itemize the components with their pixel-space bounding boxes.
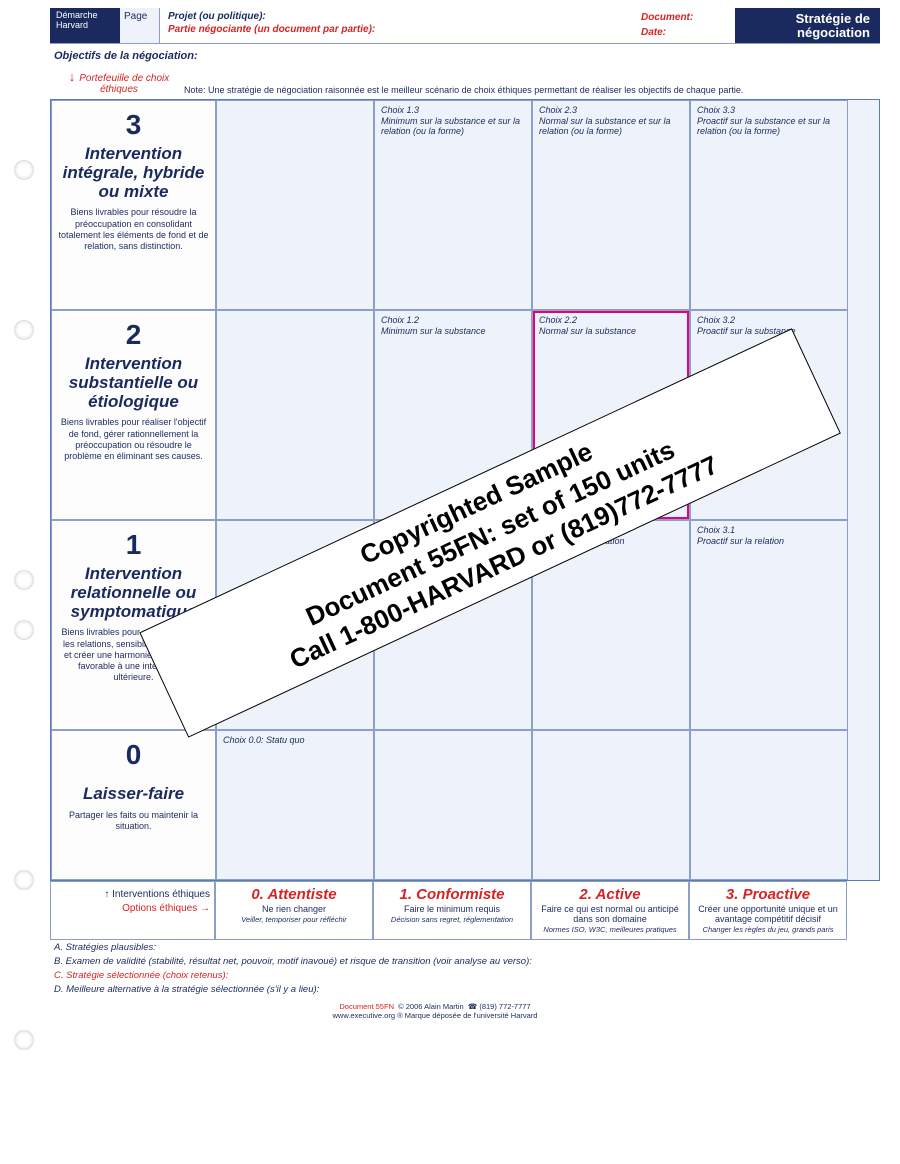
cell-0-0: Choix 0.0: Statu quo xyxy=(216,730,374,880)
col-header-0: 0. Attentiste Ne rien changer Veiller, t… xyxy=(215,881,373,940)
project-label: Projet (ou politique): xyxy=(168,10,627,23)
right-arrow-icon: → xyxy=(200,903,210,914)
footnote-c: C. Stratégie sélectionnée (choix retenus… xyxy=(50,968,880,982)
up-arrow-icon: ↑ xyxy=(104,889,109,900)
col-header-2: 2. Active Faire ce qui est normal ou ant… xyxy=(531,881,689,940)
project-fields: Projet (ou politique): Partie négociante… xyxy=(160,8,635,43)
binder-hole-icon xyxy=(14,620,34,640)
cell-1-3: Choix 3.1Proactif sur la relation xyxy=(690,520,848,730)
date-label: Date: xyxy=(641,25,729,40)
binder-hole-icon xyxy=(14,570,34,590)
portfolio-label: ↓Portefeuille de choix éthiques xyxy=(54,70,184,95)
page-label: Page xyxy=(120,8,160,43)
binder-hole-icon xyxy=(14,320,34,340)
cell-2-0 xyxy=(216,310,374,520)
brand-box: Démarche Harvard xyxy=(50,8,120,43)
col-header-3: 3. Proactive Créer une opportunité uniqu… xyxy=(689,881,847,940)
binder-hole-icon xyxy=(14,1030,34,1050)
column-headers-row: ↑ Interventions éthiques Options éthique… xyxy=(50,881,880,940)
cell-0-3 xyxy=(690,730,848,880)
portfolio-note: Note: Une stratégie de négociation raiso… xyxy=(184,85,880,95)
cell-3-0 xyxy=(216,100,374,310)
row-header-2: 2 Intervention substantielle ou étiologi… xyxy=(51,310,216,520)
footnote-d: D. Meilleure alternative à la stratégie … xyxy=(50,982,880,996)
binder-hole-icon xyxy=(14,160,34,180)
binder-hole-icon xyxy=(14,870,34,890)
document-label: Document: xyxy=(641,10,729,25)
objectives-label: Objectifs de la négociation: xyxy=(50,44,880,64)
cell-3-1: Choix 1.3Minimum sur la substance et sur… xyxy=(374,100,532,310)
row-header-3: 3 Intervention intégrale, hybride ou mix… xyxy=(51,100,216,310)
col-header-1: 1. Conformiste Faire le minimum requis D… xyxy=(373,881,531,940)
cell-3-3: Choix 3.3Proactif sur la substance et su… xyxy=(690,100,848,310)
cell-0-1 xyxy=(374,730,532,880)
row-header-0: 0 Laisser-faire Partager les faits ou ma… xyxy=(51,730,216,880)
cell-3-2: Choix 2.3Normal sur la substance et sur … xyxy=(532,100,690,310)
down-arrow-icon: ↓ xyxy=(69,69,76,84)
col-header-legend: ↑ Interventions éthiques Options éthique… xyxy=(50,881,215,940)
header-bar: Démarche Harvard Page Projet (ou politiq… xyxy=(50,8,880,44)
party-label: Partie négociante (un document par parti… xyxy=(168,23,627,36)
credits-line: Document 55FN © 2006 Alain Martin ☎ (819… xyxy=(50,1000,880,1020)
page-title: Stratégie de négociation xyxy=(735,8,880,43)
footnote-a: A. Stratégies plausibles: xyxy=(50,940,880,954)
footnote-b: B. Examen de validité (stabilité, résult… xyxy=(50,954,880,968)
doc-date-labels: Document: Date: xyxy=(635,8,735,43)
cell-0-2 xyxy=(532,730,690,880)
